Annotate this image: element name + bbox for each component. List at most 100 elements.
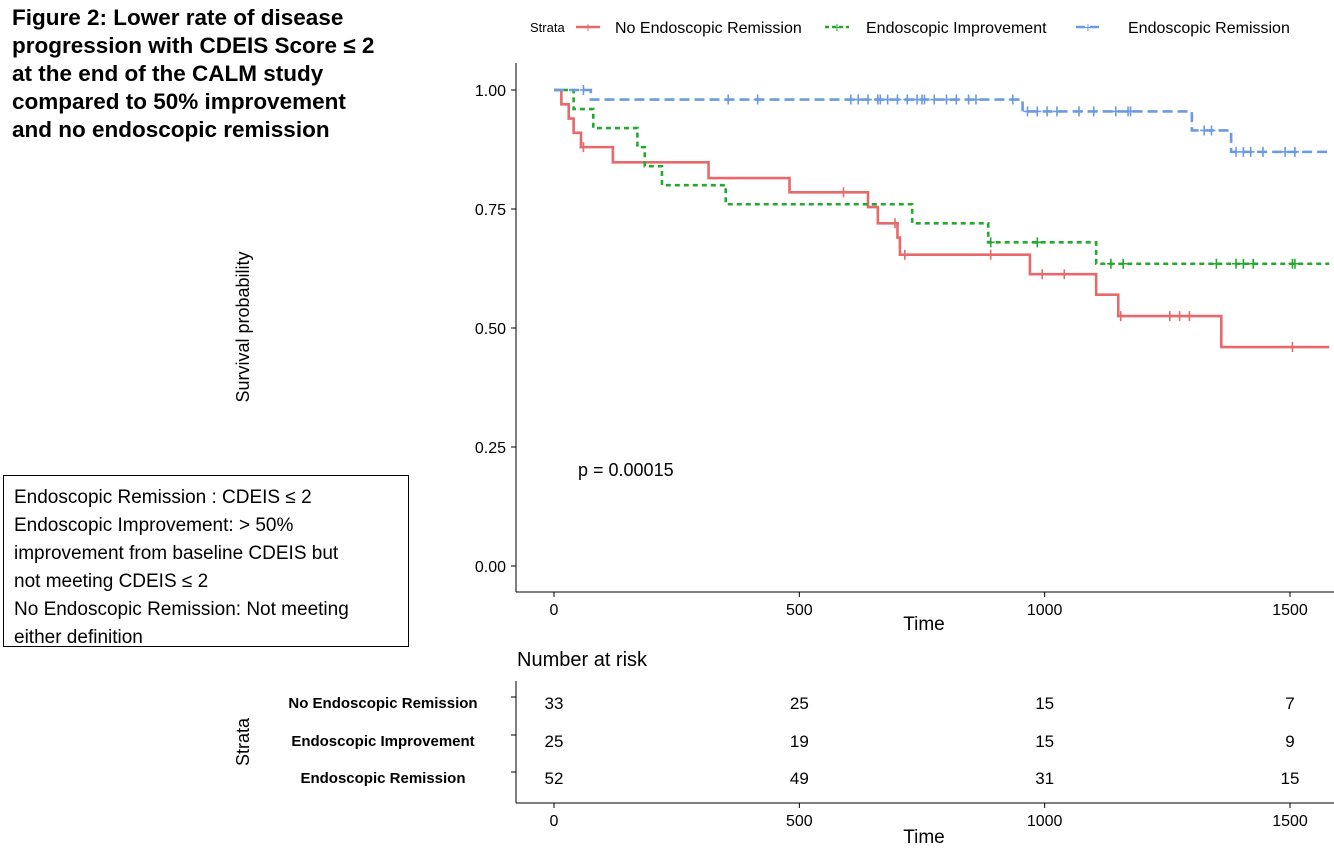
legend-plus: + (833, 19, 841, 35)
censor-mark (1239, 146, 1248, 157)
censor-mark (1089, 106, 1098, 117)
risk-row-label: Endoscopic Improvement (291, 733, 474, 750)
censor-mark (1060, 269, 1069, 280)
x-tick-label: 0 (550, 813, 559, 830)
definition-line: Endoscopic Remission : CDEIS ≤ 2 (14, 487, 312, 508)
risk-count: 33 (545, 694, 564, 713)
censor-mark (1119, 258, 1128, 269)
risk-count: 9 (1285, 732, 1294, 751)
censor-mark (986, 249, 995, 260)
censor-mark (1111, 106, 1120, 117)
survival-curves (554, 85, 1330, 353)
censor-mark (1033, 106, 1042, 117)
censor-mark (1126, 106, 1135, 117)
censor-mark (1106, 258, 1115, 269)
survival-plot: 0.00 0.25 0.50 0.75 1.00 0 500 1000 1500 Surviv… (233, 63, 1334, 635)
risk-count: 49 (790, 769, 809, 788)
censor-mark (930, 94, 939, 105)
censor-mark (1185, 311, 1194, 322)
censor-mark (1200, 125, 1209, 136)
censor-mark (883, 94, 892, 105)
km-curve-1 (554, 88, 1330, 349)
censor-mark (1116, 311, 1125, 322)
legend-plus: + (584, 19, 592, 35)
censor-mark (1232, 258, 1241, 269)
legend-label: Endoscopic Remission (1128, 20, 1290, 37)
censor-mark (891, 218, 900, 229)
x-ticks: 0 500 1000 1500 (550, 592, 1308, 619)
censor-mark (839, 187, 848, 198)
censor-mark (1249, 258, 1258, 269)
censor-mark (920, 94, 929, 105)
risk-count: 25 (790, 694, 809, 713)
legend-item: + No Endoscopic Remission (576, 19, 802, 37)
censor-mark (971, 94, 980, 105)
definition-line: Endoscopic Improvement: > 50% (14, 515, 294, 536)
y-tick-label: 1.00 (475, 83, 506, 100)
censor-mark (1008, 94, 1017, 105)
censor-mark (900, 249, 909, 260)
legend-plus: + (1084, 19, 1092, 35)
censor-mark (579, 142, 588, 153)
legend-item: + Endoscopic Remission (1076, 19, 1290, 37)
y-tick-label: 0.75 (475, 202, 506, 219)
censor-mark (1023, 106, 1032, 117)
censor-mark (1052, 106, 1061, 117)
risk-count: 7 (1285, 694, 1294, 713)
y-tick-label: 0.00 (475, 559, 506, 576)
censor-mark (1207, 125, 1216, 136)
censor-mark (1239, 258, 1248, 269)
definition-line: not meeting CDEIS ≤ 2 (14, 571, 209, 592)
definitions-box: Endoscopic Remission : CDEIS ≤ 2 Endosco… (3, 475, 409, 648)
censor-mark (1075, 106, 1084, 117)
censor-mark (753, 94, 762, 105)
censor-mark (1259, 146, 1268, 157)
definition-line: improvement from baseline CDEIS but (14, 543, 339, 564)
censor-mark (952, 94, 961, 105)
x-tick-label: 1000 (1027, 602, 1063, 619)
censor-mark (846, 94, 855, 105)
censor-mark (1246, 146, 1255, 157)
km-curve-3 (554, 88, 1330, 154)
censor-mark (1043, 106, 1052, 117)
risk-count: 31 (1035, 769, 1054, 788)
risk-x-ticks: 0 500 1000 1500 (550, 803, 1308, 830)
censor-mark (579, 85, 588, 95)
x-tick-label: 1000 (1027, 813, 1063, 830)
legend-label: Endoscopic Improvement (866, 20, 1047, 37)
y-tick-label: 0.25 (475, 440, 506, 457)
legend-title: Strata (530, 20, 565, 35)
y-tick-label: 0.50 (475, 321, 506, 338)
censor-mark (893, 94, 902, 105)
x-tick-label: 0 (550, 602, 559, 619)
x-tick-label: 500 (786, 602, 813, 619)
legend-item: + Endoscopic Improvement (825, 19, 1047, 37)
censor-mark (1165, 311, 1174, 322)
risk-count: 15 (1035, 694, 1054, 713)
risk-row-label: Endoscopic Remission (300, 770, 465, 787)
censor-mark (854, 94, 863, 105)
p-value-annotation: p = 0.00015 (578, 460, 674, 480)
x-tick-label: 1500 (1272, 813, 1308, 830)
legend: Strata + No Endoscopic Remission + Endos… (530, 19, 1290, 37)
risk-table: Number at risk Strata Time No Endoscopic… (233, 649, 1334, 848)
censor-mark (1033, 237, 1042, 248)
km-curve-2 (554, 88, 1330, 266)
risk-count: 52 (545, 769, 564, 788)
censor-mark (1288, 342, 1297, 353)
censor-mark (903, 94, 912, 105)
censor-mark (864, 94, 873, 105)
figure-caption: Figure 2: Lower rate of disease progress… (12, 5, 375, 142)
risk-count: 15 (1035, 732, 1054, 751)
x-axis-label: Time (903, 614, 945, 635)
censor-mark (942, 94, 951, 105)
risk-row-label: No Endoscopic Remission (288, 695, 477, 712)
legend-label: No Endoscopic Remission (615, 20, 802, 37)
censor-mark (1232, 146, 1241, 157)
censor-mark (1212, 258, 1221, 269)
y-axis-label: Survival probability (233, 251, 253, 402)
definition-line: either definition (14, 627, 143, 648)
risk-y-axis-label: Strata (233, 717, 253, 766)
censor-mark (724, 94, 733, 105)
